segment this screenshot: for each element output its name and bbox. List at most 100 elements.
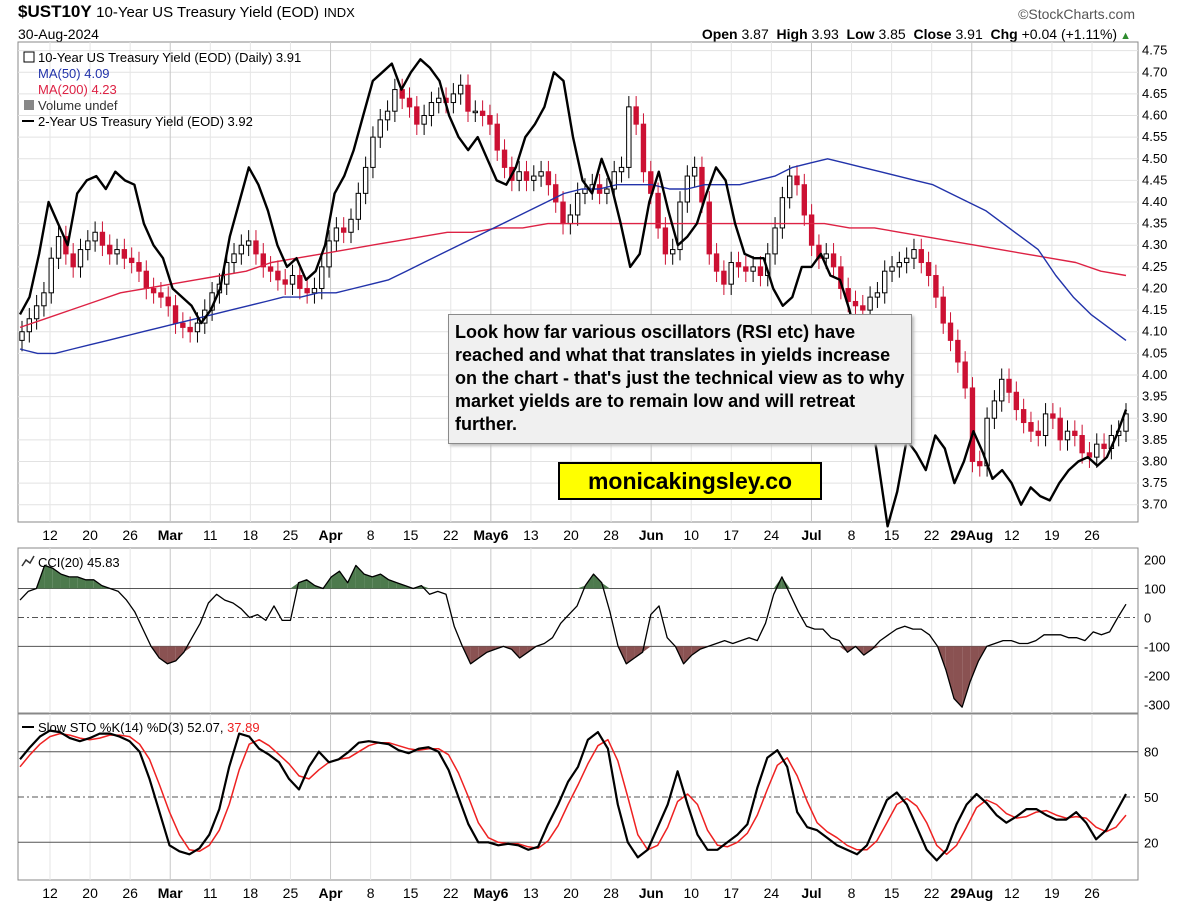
candle-body	[574, 192, 581, 216]
candle-body	[180, 322, 186, 328]
x-tick-label: 26	[122, 527, 138, 543]
candle-body	[19, 331, 25, 341]
x-tick-label: 20	[82, 885, 98, 901]
chg-label: Chg	[990, 26, 1018, 42]
candle-body	[414, 106, 420, 125]
x-tick-label: Jun	[639, 885, 664, 901]
legend-ma200: MA(200) 4.23	[38, 82, 117, 97]
candle-body	[786, 175, 793, 199]
ma50-line	[19, 158, 1127, 355]
candle-body	[1028, 422, 1034, 432]
y-tick-label: 4.15	[1142, 302, 1167, 317]
candle-body	[384, 110, 391, 121]
low-value: 3.85	[878, 26, 906, 42]
candle-body	[450, 93, 457, 104]
candle-body	[1079, 435, 1085, 454]
candle-body	[808, 214, 815, 246]
x-tick-label: Apr	[318, 527, 343, 543]
cci-fill-pos	[396, 582, 406, 589]
candle-body	[1013, 391, 1020, 411]
x-tick-label: 29Aug	[950, 885, 993, 901]
cci-fill-neg	[970, 646, 979, 682]
y-tick-label: 4.40	[1142, 194, 1167, 209]
candle-body	[640, 123, 647, 173]
y-tick-label: 4.05	[1142, 345, 1167, 360]
candle-body	[721, 270, 727, 285]
x-tick-label: 25	[283, 885, 299, 901]
promo-banner[interactable]: monicakingsley.co	[558, 462, 822, 500]
cci-tick-label: -100	[1144, 639, 1170, 654]
candle-body	[399, 89, 405, 99]
candle-body	[830, 253, 837, 268]
candle-body	[911, 249, 917, 259]
x-tick-label: 26	[1084, 527, 1100, 543]
x-tick-label: 22	[924, 527, 940, 543]
candle-body	[823, 253, 829, 259]
x-tick-label: 8	[367, 885, 375, 901]
candle-body	[165, 296, 171, 307]
candle-body	[1094, 443, 1100, 458]
y-tick-label: 4.00	[1142, 367, 1167, 382]
candle-body	[794, 175, 800, 186]
candle-body	[516, 171, 522, 181]
legend-price: 10-Year US Treasury Yield (EOD) (Daily) …	[38, 50, 301, 65]
x-tick-label: 15	[403, 527, 419, 543]
x-tick-label: 24	[764, 527, 780, 543]
x-tick-label: 19	[1044, 527, 1060, 543]
x-tick-label: Mar	[158, 885, 183, 901]
cci-fill-pos	[339, 571, 348, 589]
candle-body	[487, 115, 493, 125]
candle-body	[260, 253, 266, 268]
y-tick-label: 3.75	[1142, 475, 1167, 490]
candle-body	[92, 231, 98, 242]
candle-body	[494, 123, 500, 151]
candle-body	[114, 249, 120, 255]
candle-body	[1064, 430, 1071, 441]
candle-body	[1072, 430, 1078, 437]
cci-fill-pos	[380, 574, 389, 589]
chart-symbol: $UST10Y 10-Year US Treasury Yield (EOD) …	[18, 2, 355, 22]
sto-title-d: 37.89	[227, 720, 260, 735]
x-tick-label: 11	[203, 885, 218, 901]
x-tick-label: 19	[1044, 885, 1060, 901]
panel-frame	[17, 547, 1139, 714]
candle-body	[326, 240, 332, 268]
candle-body	[903, 257, 910, 264]
candle-body	[750, 266, 756, 272]
x-tick-label: Apr	[318, 885, 343, 901]
y-tick-label: 4.10	[1142, 324, 1167, 339]
candle-body	[962, 361, 968, 389]
x-tick-label: 26	[122, 885, 138, 901]
cci-title: CCI(20) 45.83	[38, 555, 120, 570]
cci-tick-label: -300	[1144, 697, 1170, 712]
chart-date: 30-Aug-2024	[18, 26, 99, 42]
candle-body	[377, 119, 383, 138]
cci-tick-label: 100	[1144, 582, 1166, 597]
brand-label: ©StockCharts.com	[1018, 6, 1135, 22]
candle-body	[1006, 378, 1012, 393]
candle-body	[969, 387, 976, 462]
candle-body	[348, 218, 354, 233]
x-tick-label: Jul	[801, 527, 821, 543]
legend-twoyear: 2-Year US Treasury Yield (EOD) 3.92	[38, 114, 253, 129]
y-tick-label: 4.55	[1142, 129, 1167, 144]
candle-body	[874, 292, 881, 298]
candle-body	[121, 249, 128, 259]
candle-body	[882, 270, 888, 294]
candle-body	[560, 201, 566, 225]
candle-body	[143, 270, 149, 289]
y-tick-label: 3.85	[1142, 432, 1167, 447]
candle-body	[289, 275, 296, 285]
x-tick-label: 22	[443, 885, 459, 901]
candle-body	[860, 305, 866, 311]
candle-body	[457, 84, 464, 95]
candle-body	[362, 166, 369, 194]
sto-tick-label: 80	[1144, 745, 1158, 760]
candle-body	[940, 296, 946, 324]
twoyear-line	[18, 58, 1128, 528]
candle-body	[1101, 443, 1107, 449]
x-tick-label: 11	[203, 527, 218, 543]
candle-body	[999, 378, 1005, 402]
cci-tick-label: 200	[1144, 553, 1166, 568]
up-triangle-icon: ▲	[1120, 30, 1131, 42]
